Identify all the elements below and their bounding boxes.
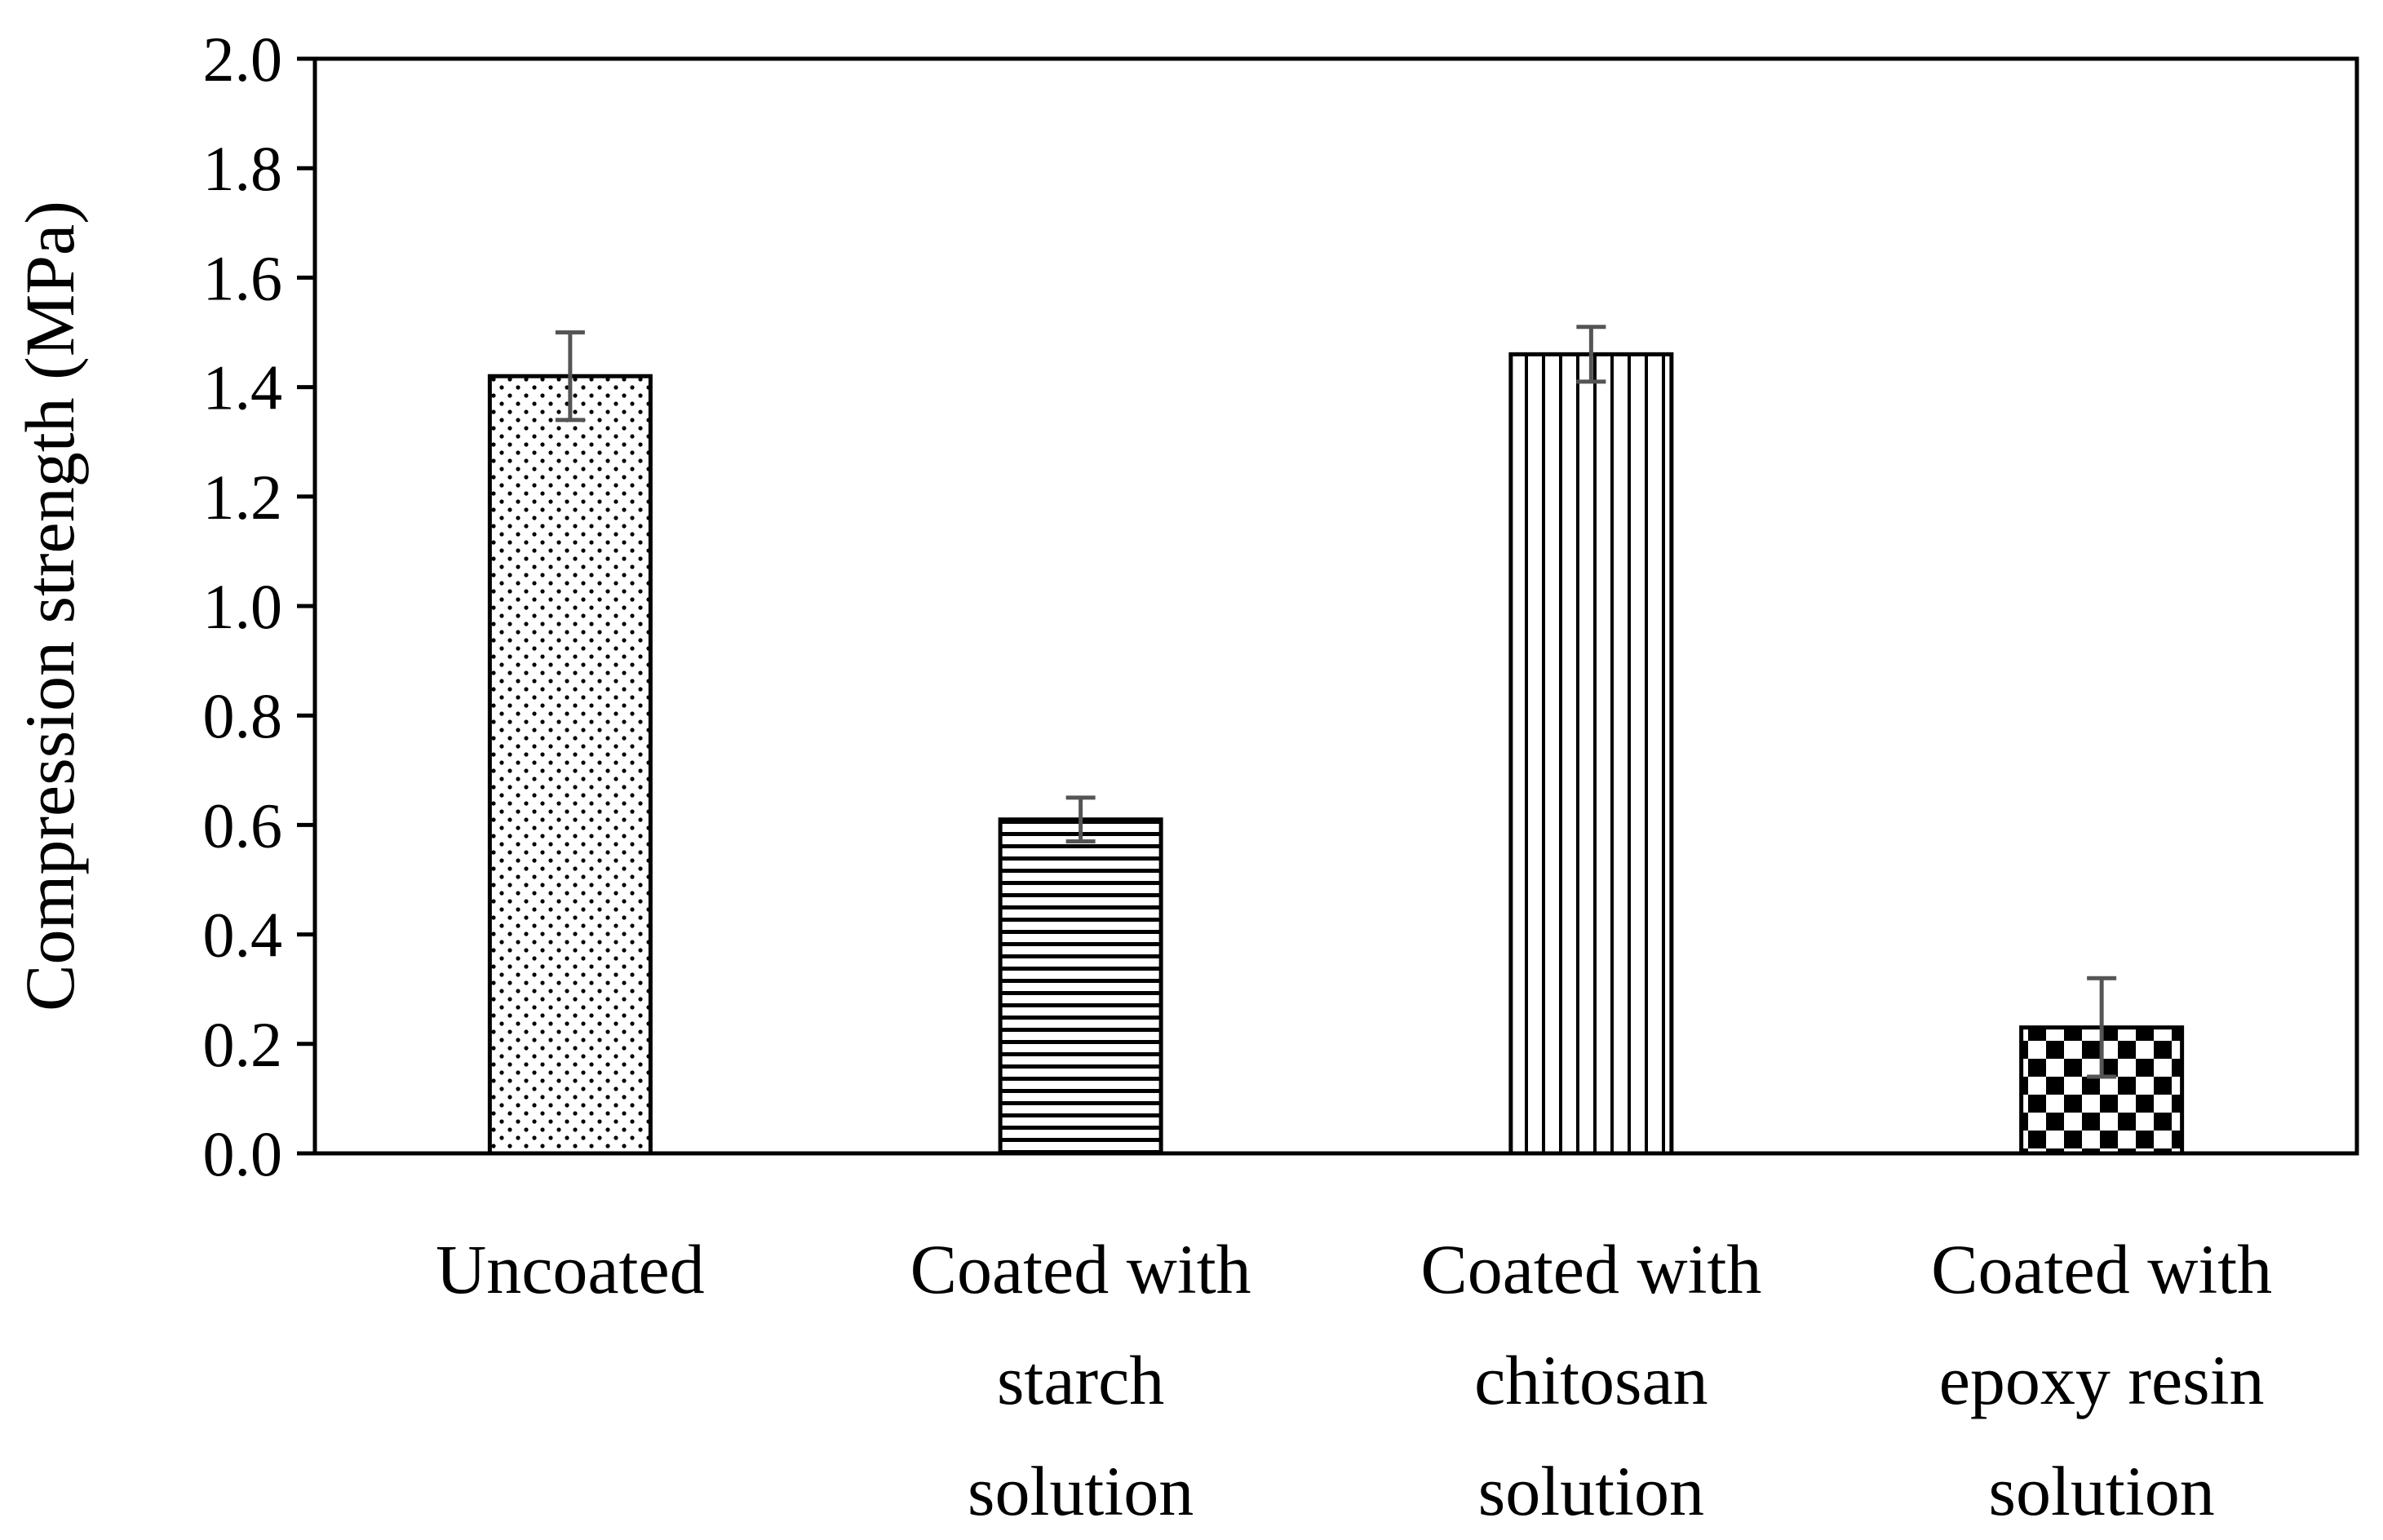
y-tick-label: 1.4 bbox=[203, 352, 283, 423]
y-tick-label: 0.6 bbox=[203, 790, 283, 861]
y-tick-label: 2.0 bbox=[203, 24, 283, 95]
x-tick-label-line: epoxy resin bbox=[1939, 1341, 2265, 1419]
y-tick-label: 1.2 bbox=[203, 462, 283, 533]
y-tick-label: 1.8 bbox=[203, 133, 283, 204]
y-tick-label: 0.2 bbox=[203, 1009, 283, 1080]
x-tick-label-line: Coated with bbox=[910, 1230, 1251, 1308]
x-tick-label-line: Coated with bbox=[1931, 1230, 2272, 1308]
x-tick-label: Uncoated bbox=[436, 1230, 705, 1308]
x-tick-label-line: starch bbox=[997, 1341, 1164, 1419]
x-tick-label-line: Uncoated bbox=[436, 1230, 705, 1308]
error-bar bbox=[555, 330, 585, 423]
y-tick-label: 1.0 bbox=[203, 571, 283, 642]
error-bar bbox=[1576, 325, 1606, 384]
x-tick-label-line: solution bbox=[1478, 1452, 1704, 1530]
x-tick-label: Coated with epoxy resin solution bbox=[1931, 1230, 2272, 1530]
error-bar bbox=[1065, 795, 1096, 844]
bar bbox=[998, 817, 1163, 1156]
bar bbox=[2019, 1025, 2185, 1156]
y-tick-label: 0.4 bbox=[203, 900, 283, 971]
y-tick-label: 0.8 bbox=[203, 680, 283, 751]
bars bbox=[487, 325, 2185, 1156]
x-tick-label-line: chitosan bbox=[1474, 1341, 1708, 1419]
x-tick-label-line: solution bbox=[1989, 1452, 2215, 1530]
y-axis: 0.0 0.2 0.4 0.6 0.8 1.0 1.2 1.4 1.6 1.8 2.0 bbox=[203, 24, 315, 1189]
y-tick-label: 1.6 bbox=[203, 242, 283, 313]
x-tick-label-line: Coated with bbox=[1420, 1230, 1761, 1308]
x-tick-label-line: solution bbox=[968, 1452, 1194, 1530]
x-tick-label: Coated with starch solution bbox=[910, 1230, 1251, 1530]
bar bbox=[1508, 352, 1674, 1156]
y-tick-label: 0.0 bbox=[203, 1118, 283, 1189]
x-tick-label: Coated with chitosan solution bbox=[1420, 1230, 1761, 1530]
x-axis: Uncoated Coated with starch solutionCoated … bbox=[436, 1230, 2272, 1530]
y-axis-title: Compression strength (MPa) bbox=[11, 201, 89, 1011]
bar bbox=[487, 374, 653, 1156]
error-bar bbox=[2087, 976, 2117, 1079]
